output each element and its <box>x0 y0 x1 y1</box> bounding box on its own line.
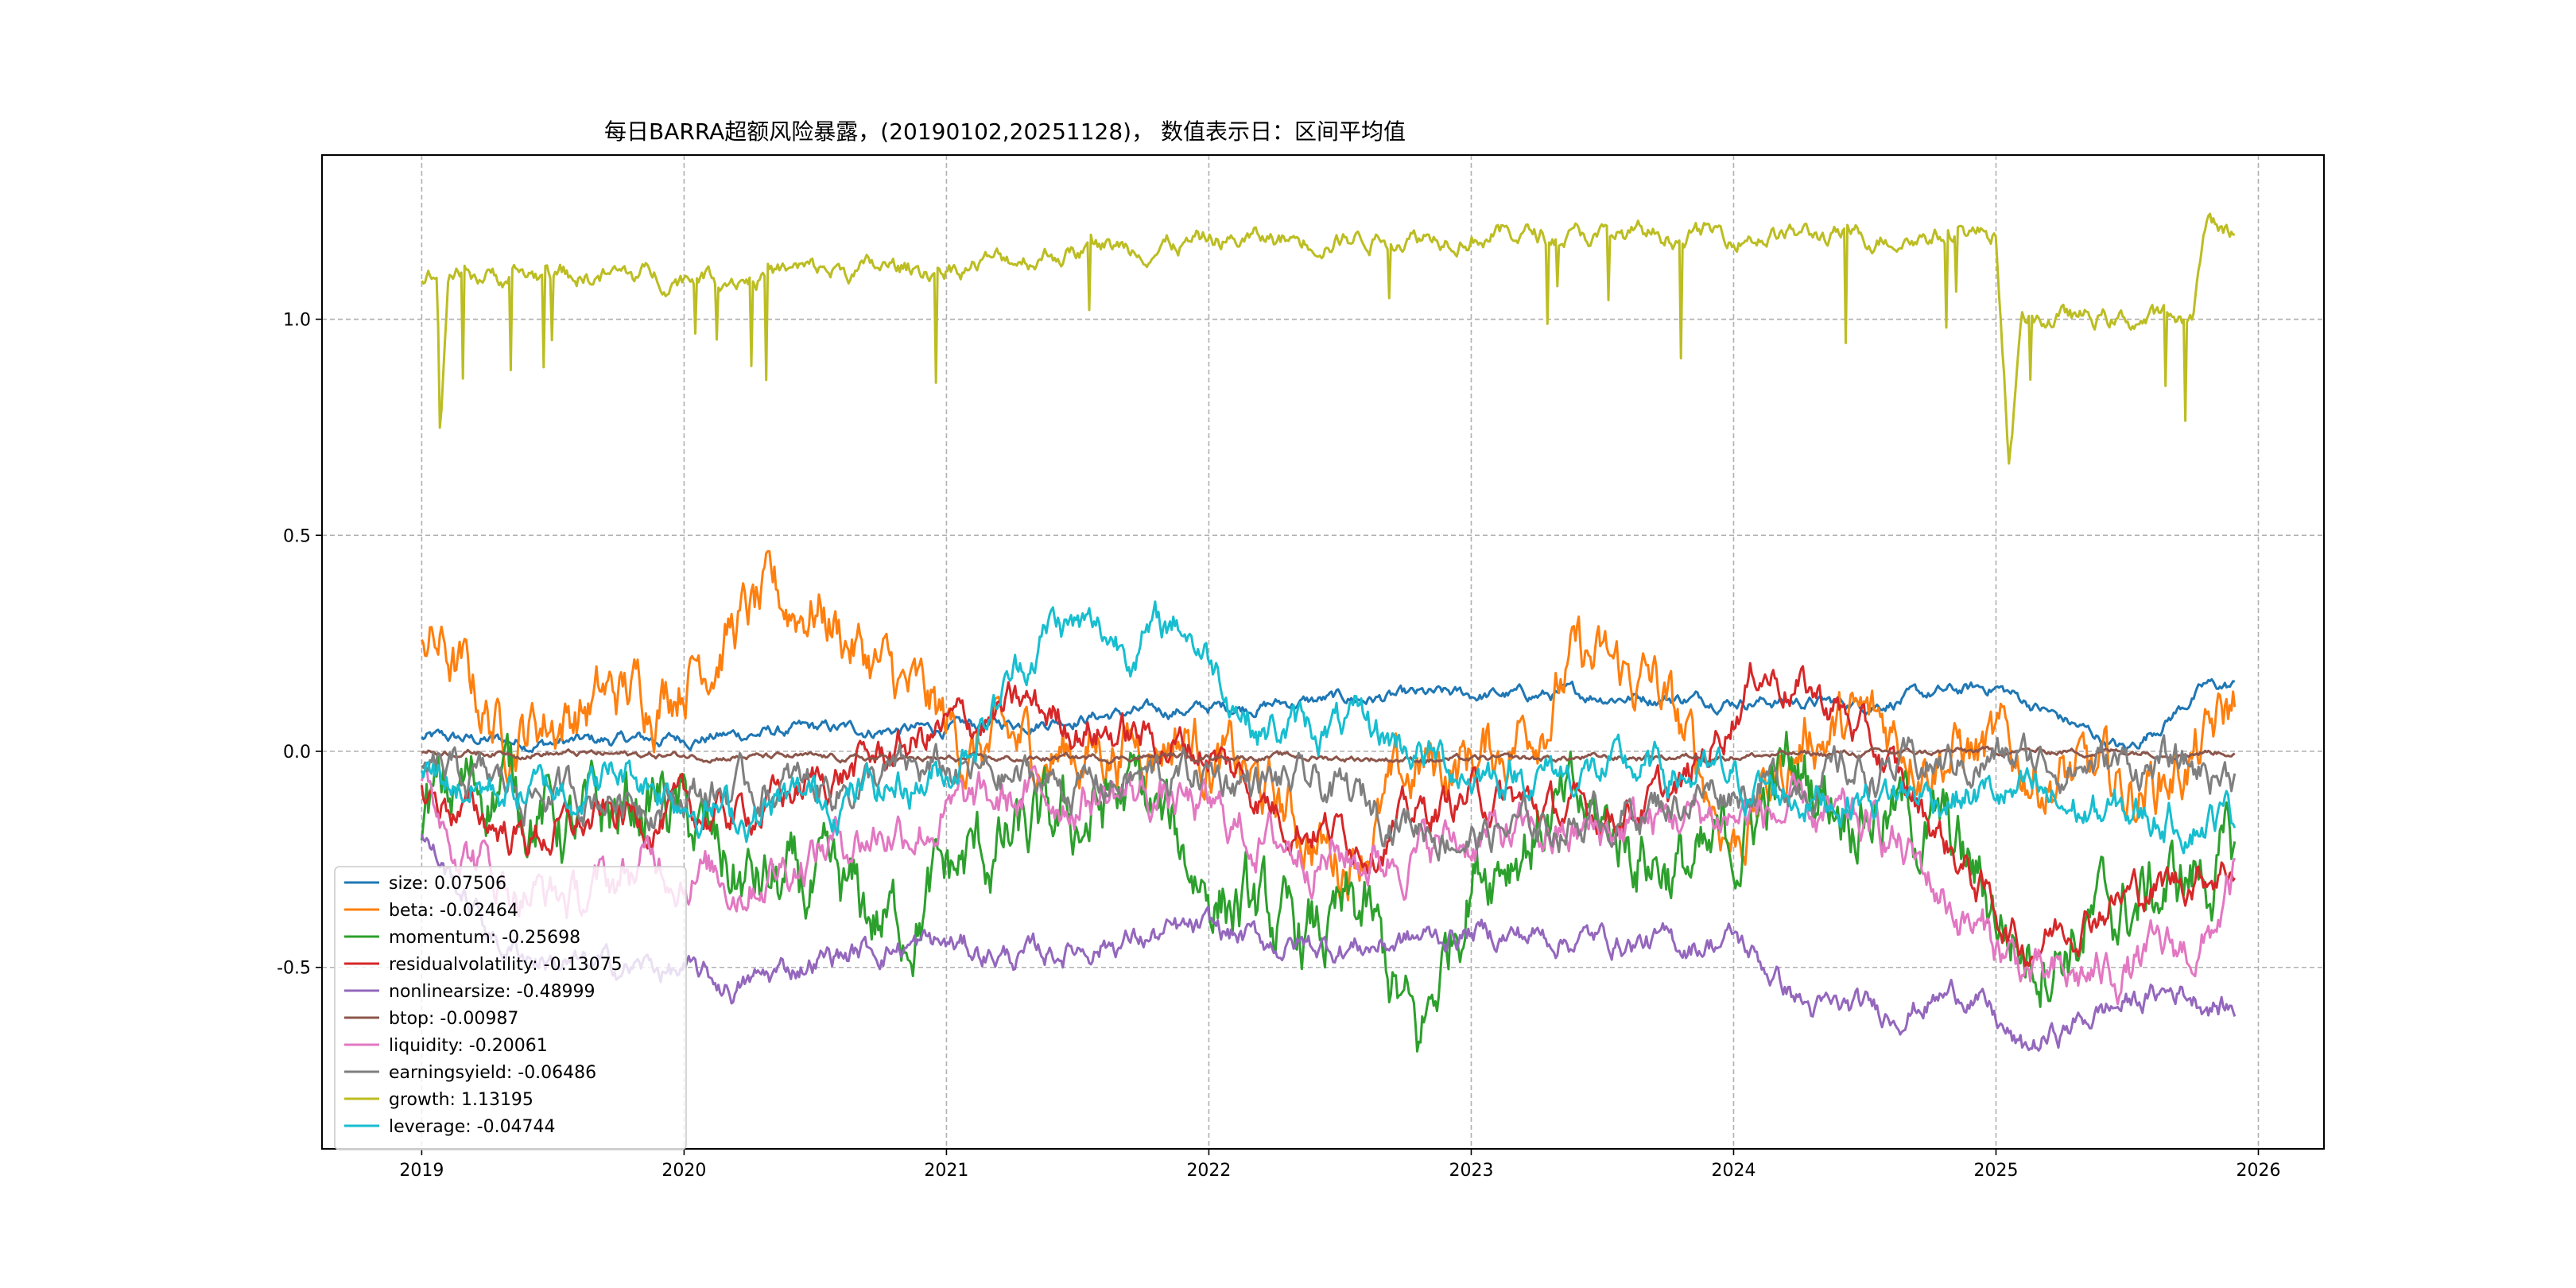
y-tick-label: 1.0 <box>283 311 311 331</box>
legend-label-earningsyield: earningsyield: -0.06486 <box>389 1063 596 1083</box>
legend-label-btop: btop: -0.00987 <box>389 1009 518 1029</box>
series-lines <box>420 212 2237 1053</box>
y-tick-label: -0.5 <box>277 959 311 979</box>
x-axis: 2019 2020 2021 2022 2023 2024 2025 2026 <box>399 1149 2280 1181</box>
series-line-btop <box>421 745 2236 765</box>
axes-frame <box>321 154 2325 1150</box>
x-tick-label: 2019 <box>399 1161 444 1181</box>
x-tick-label: 2025 <box>1973 1161 2018 1181</box>
series-line-liquidity <box>420 765 2237 1006</box>
series-line-leverage <box>420 600 2237 855</box>
legend-label-residualvolatility: residualvolatility: -0.13075 <box>389 955 623 975</box>
series-line-residualvolatility <box>420 661 2237 968</box>
legend-label-nonlinearsize: nonlinearsize: -0.48999 <box>389 982 596 1002</box>
y-axis: -0.5 0.0 0.5 1.0 <box>277 311 322 979</box>
legend: size: 0.07506 beta: -0.02464 momentum: -0.… <box>334 866 687 1150</box>
legend-label-leverage: leverage: -0.04744 <box>389 1117 556 1137</box>
x-tick-label: 2026 <box>2236 1161 2280 1181</box>
x-tick-label: 2024 <box>1711 1161 1755 1181</box>
x-tick-label: 2022 <box>1186 1161 1231 1181</box>
y-tick-label: 0.5 <box>283 526 311 546</box>
series-line-momentum <box>420 731 2237 1053</box>
legend-box <box>334 866 687 1150</box>
x-tick-label: 2021 <box>924 1161 968 1181</box>
x-tick-label: 2023 <box>1449 1161 1493 1181</box>
legend-label-size: size: 0.07506 <box>389 874 506 894</box>
chart-title: 每日BARRA超额风险暴露，(20190102,20251128)， 数值表示日… <box>604 118 1406 145</box>
series-line-nonlinearsize <box>420 833 2237 1052</box>
series-line-growth <box>421 212 2236 465</box>
legend-label-liquidity: liquidity: -0.20061 <box>389 1036 548 1056</box>
legend-label-growth: growth: 1.13195 <box>389 1090 533 1110</box>
legend-label-beta: beta: -0.02464 <box>389 901 518 921</box>
y-tick-label: 0.0 <box>283 743 311 762</box>
legend-label-momentum: momentum: -0.25698 <box>389 928 580 948</box>
x-tick-label: 2020 <box>661 1161 706 1181</box>
series-line-size <box>421 678 2236 754</box>
